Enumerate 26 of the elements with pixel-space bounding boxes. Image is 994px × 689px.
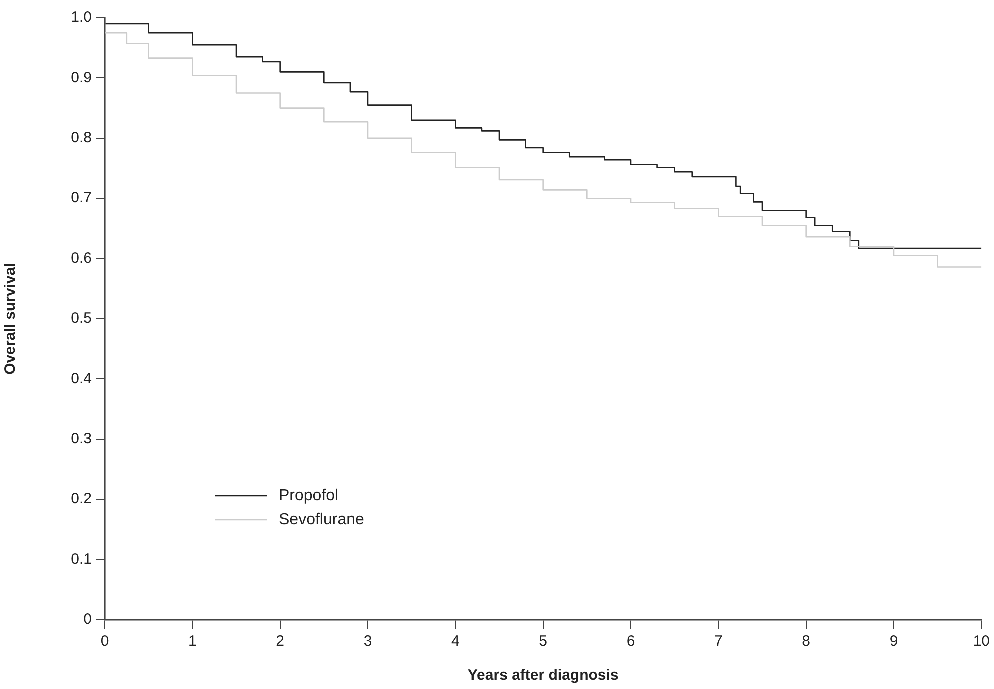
y-tick-label: 0.8: [71, 130, 92, 147]
y-tick-label: 0.3: [71, 430, 92, 448]
x-tick-label: 0: [100, 633, 110, 650]
y-tick-label: 0.4: [71, 370, 92, 388]
x-tick-label: 8: [802, 633, 810, 650]
y-tick-label: 0.2: [71, 490, 92, 508]
y-tick-label: 0.5: [71, 310, 92, 328]
x-tick-label: 7: [714, 633, 723, 650]
y-tick-label: 1.0: [71, 9, 92, 26]
legend-label: Propofol: [279, 487, 339, 504]
x-tick-label: 2: [276, 633, 285, 650]
y-tick-label: 0.6: [71, 250, 92, 267]
y-axis-title: Overall survival: [2, 263, 20, 375]
y-tick-label: 0.9: [71, 69, 92, 86]
y-tick-label: 0.7: [71, 190, 92, 207]
y-tick-label: 0: [84, 611, 92, 628]
x-tick-label: 4: [451, 633, 460, 650]
y-tick-label: 0.1: [71, 550, 92, 568]
legend-label: Sevoflurane: [279, 511, 364, 528]
x-axis-title: Years after diagnosis: [468, 667, 619, 684]
x-tick-label: 6: [626, 633, 636, 650]
x-tick-label: 9: [890, 633, 898, 650]
x-tick-label: 5: [539, 633, 548, 650]
x-tick-label: 1: [188, 633, 197, 650]
x-tick-label: 3: [364, 633, 372, 650]
x-tick-label: 10: [973, 633, 990, 650]
